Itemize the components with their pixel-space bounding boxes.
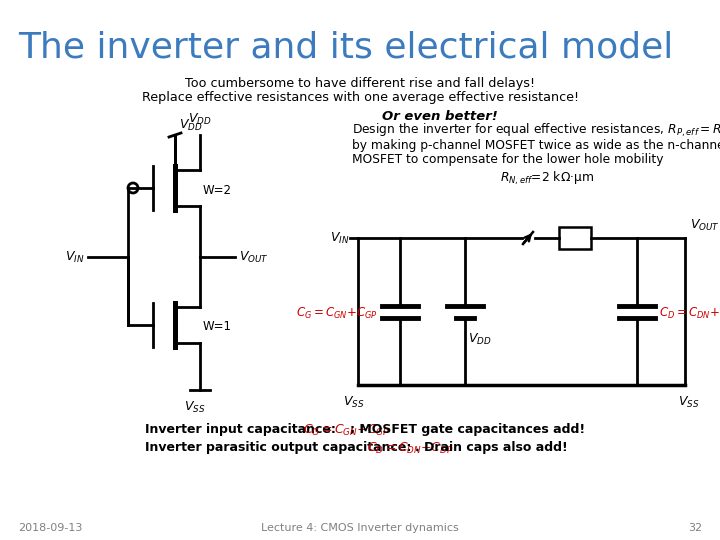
Text: $V_{SS}$: $V_{SS}$ — [678, 395, 700, 410]
Text: $C_D$$=$$C_{DN}$$+$$C_{DP}$: $C_D$$=$$C_{DN}$$+$$C_{DP}$ — [659, 306, 720, 321]
Text: Inverter parasitic output capacitance:: Inverter parasitic output capacitance: — [145, 442, 415, 455]
Text: Replace effective resistances with one average effective resistance!: Replace effective resistances with one a… — [142, 91, 578, 104]
Text: Design the inverter for equal effective resistances, $R_{P,eff}$$=$$R_{N,eff}$: Design the inverter for equal effective … — [352, 122, 720, 139]
Text: $V_{IN}$: $V_{IN}$ — [330, 231, 349, 246]
Text: $V_{DD}$: $V_{DD}$ — [468, 332, 492, 347]
Text: $V_{SS}$: $V_{SS}$ — [343, 395, 365, 410]
Text: W=2: W=2 — [203, 184, 232, 197]
Text: Inverter input capacitance:: Inverter input capacitance: — [145, 423, 341, 436]
Text: Or even better!: Or even better! — [382, 110, 498, 123]
Text: ; MOSFET gate capacitances add!: ; MOSFET gate capacitances add! — [350, 423, 585, 436]
Text: $V_{OUT}$: $V_{OUT}$ — [239, 249, 269, 265]
Text: Lecture 4: CMOS Inverter dynamics: Lecture 4: CMOS Inverter dynamics — [261, 523, 459, 533]
Text: . Drain caps also add!: . Drain caps also add! — [415, 442, 568, 455]
Text: by making p-channel MOSFET twice as wide as the n-channel: by making p-channel MOSFET twice as wide… — [352, 138, 720, 152]
Text: $V_{DD}$: $V_{DD}$ — [179, 118, 202, 133]
Text: $V_{OUT}$: $V_{OUT}$ — [690, 218, 720, 233]
Text: $V_{DD}$: $V_{DD}$ — [188, 112, 212, 127]
Text: Too cumbersome to have different rise and fall delays!: Too cumbersome to have different rise an… — [185, 77, 535, 90]
Text: The inverter and its electrical model: The inverter and its electrical model — [18, 31, 673, 65]
Text: $R_{N,eff}$=2 kΩ·μm: $R_{N,eff}$=2 kΩ·μm — [500, 170, 594, 187]
Text: 32: 32 — [688, 523, 702, 533]
Text: $V_{IN}$: $V_{IN}$ — [65, 249, 84, 265]
Text: $C_G$$=$$C_{GN}$$+$$C_{GP}$: $C_G$$=$$C_{GN}$$+$$C_{GP}$ — [296, 306, 378, 321]
Text: $V_{SS}$: $V_{SS}$ — [184, 400, 206, 415]
Text: MOSFET to compensate for the lower hole mobility: MOSFET to compensate for the lower hole … — [352, 153, 664, 166]
Text: 2018-09-13: 2018-09-13 — [18, 523, 82, 533]
Bar — [559, 227, 591, 249]
Text: W=1: W=1 — [203, 321, 232, 334]
Text: $C_G$$=$$C_{GN}$$+$$C_{GP}$: $C_G$$=$$C_{GN}$$+$$C_{GP}$ — [303, 422, 390, 437]
Text: $C_D$$=$$C_{DN}$$+$$C_{DP}$: $C_D$$=$$C_{DN}$$+$$C_{DP}$ — [367, 441, 454, 456]
